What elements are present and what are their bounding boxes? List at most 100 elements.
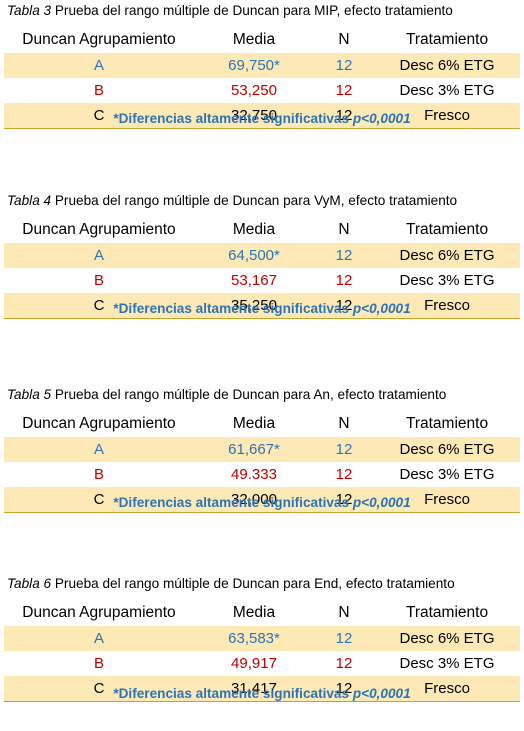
cell-n: 12 [335,247,353,264]
table-label: Tabla 4 [7,193,52,208]
cell-tratamiento: Fresco [424,297,470,314]
table-row: A 61,667* 12 Desc 6% ETG [4,437,520,462]
note-p: p<0,0001 [352,301,411,316]
table-row: B 49,917 12 Desc 3% ETG [4,651,520,676]
cell-media: 61,667* [228,441,280,458]
table-title: Prueba del rango múltiple de Duncan para… [51,3,453,18]
header-media: Media [232,415,276,432]
cell-n: 12 [335,107,353,124]
cell-media: 32,750 [231,107,277,124]
header-n: N [338,604,350,621]
header-tratamiento: Tratamiento [405,31,489,48]
table-row: B 53,250 12 Desc 3% ETG [4,78,520,103]
cell-media: 64,500* [228,247,280,264]
cell-n: 12 [335,655,353,672]
cell-group: C [93,297,105,314]
cell-group: B [93,272,104,289]
cell-tratamiento: Fresco [424,491,470,508]
duncan-table: Duncan Agrupamiento Media N Tratamiento … [4,411,520,513]
table-caption: Tabla 6 Prueba del rango múltiple de Dun… [7,575,455,593]
header-group: Duncan Agrupamiento [22,31,176,48]
cell-n: 12 [335,272,353,289]
cell-group: A [93,630,104,647]
cell-tratamiento: Desc 6% ETG [399,441,495,458]
table-row: C 31,417 12 Fresco [4,676,520,701]
cell-tratamiento: Desc 3% ETG [399,272,495,289]
table-row: A 63,583* 12 Desc 6% ETG [4,626,520,651]
header-n: N [338,415,350,432]
table-label: Tabla 6 [7,576,52,591]
cell-media: 35,250 [231,297,277,314]
header-tratamiento: Tratamiento [405,604,489,621]
header-row: Duncan Agrupamiento Media N Tratamiento [4,27,520,53]
cell-media: 49.333 [231,466,277,483]
cell-n: 12 [335,491,353,508]
cell-group: A [93,441,104,458]
header-tratamiento: Tratamiento [405,415,489,432]
table-row: C 35,250 12 Fresco [4,293,520,318]
cell-group: C [93,107,105,124]
cell-group: C [93,680,105,697]
cell-media: 32,000 [231,491,277,508]
note-text: *Diferencias altamente significativas [113,301,353,316]
cell-n: 12 [335,466,353,483]
significance-note: *Diferencias altamente significativas p<… [0,495,524,510]
note-text: *Diferencias altamente significativas [113,495,353,510]
table-caption: Tabla 3 Prueba del rango múltiple de Dun… [7,2,453,20]
significance-note: *Diferencias altamente significativas p<… [0,686,524,701]
cell-group: B [93,466,104,483]
header-media: Media [232,604,276,621]
cell-n: 12 [335,82,353,99]
cell-media: 69,750* [228,57,280,74]
header-group: Duncan Agrupamiento [22,604,176,621]
table-row: A 64,500* 12 Desc 6% ETG [4,243,520,268]
cell-group: A [93,247,104,264]
header-media: Media [232,31,276,48]
note-p: p<0,0001 [352,495,411,510]
cell-tratamiento: Desc 6% ETG [399,630,495,647]
cell-n: 12 [335,297,353,314]
table-row: C 32,000 12 Fresco [4,487,520,512]
cell-group: C [93,491,105,508]
header-tratamiento: Tratamiento [405,221,489,238]
duncan-table: Duncan Agrupamiento Media N Tratamiento … [4,217,520,319]
significance-note: *Diferencias altamente significativas p<… [0,301,524,316]
header-row: Duncan Agrupamiento Media N Tratamiento [4,411,520,437]
cell-tratamiento: Desc 3% ETG [399,655,495,672]
table-caption: Tabla 4 Prueba del rango múltiple de Dun… [7,192,457,210]
duncan-table: Duncan Agrupamiento Media N Tratamiento … [4,600,520,702]
table-row: B 49.333 12 Desc 3% ETG [4,462,520,487]
cell-media: 53,167 [231,272,277,289]
note-text: *Diferencias altamente significativas [113,111,353,126]
cell-group: B [93,655,104,672]
header-group: Duncan Agrupamiento [22,415,176,432]
cell-n: 12 [335,630,353,647]
note-text: *Diferencias altamente significativas [113,686,353,701]
header-group: Duncan Agrupamiento [22,221,176,238]
table-row: B 53,167 12 Desc 3% ETG [4,268,520,293]
cell-media: 63,583* [228,630,280,647]
table-label: Tabla 5 [7,387,52,402]
cell-media: 31,417 [231,680,277,697]
cell-n: 12 [335,441,353,458]
cell-tratamiento: Desc 6% ETG [399,247,495,264]
cell-tratamiento: Fresco [424,680,470,697]
cell-n: 12 [335,680,353,697]
table-row: A 69,750* 12 Desc 6% ETG [4,53,520,78]
table-title: Prueba del rango múltiple de Duncan para… [51,193,458,208]
cell-tratamiento: Desc 3% ETG [399,82,495,99]
cell-media: 49,917 [231,655,277,672]
note-p: p<0,0001 [352,686,411,701]
cell-tratamiento: Desc 3% ETG [399,466,495,483]
table-title: Prueba del rango múltiple de Duncan para… [51,387,447,402]
table-row: C 32,750 12 Fresco [4,103,520,128]
duncan-table: Duncan Agrupamiento Media N Tratamiento … [4,27,520,129]
header-n: N [338,221,350,238]
header-row: Duncan Agrupamiento Media N Tratamiento [4,600,520,626]
header-row: Duncan Agrupamiento Media N Tratamiento [4,217,520,243]
cell-group: A [93,57,104,74]
header-media: Media [232,221,276,238]
header-n: N [338,31,350,48]
table-title: Prueba del rango múltiple de Duncan para… [51,576,455,591]
cell-tratamiento: Desc 6% ETG [399,57,495,74]
